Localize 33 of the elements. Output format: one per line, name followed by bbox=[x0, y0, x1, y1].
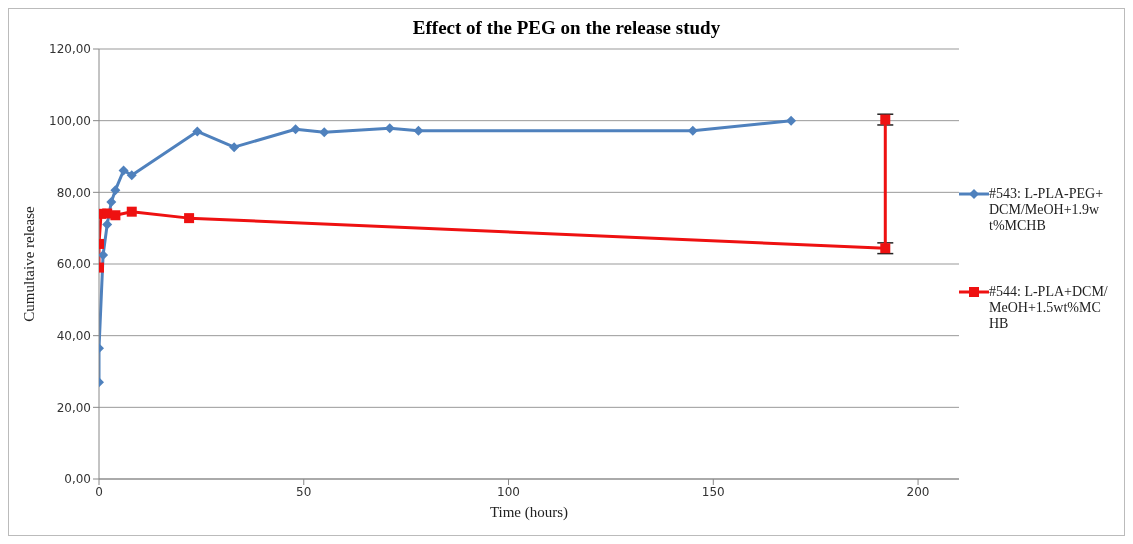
x-tick-label: 0 bbox=[95, 484, 103, 499]
point bbox=[192, 126, 203, 137]
y-tick-label: 0,00 bbox=[64, 472, 91, 487]
y-tick-label: 120,00 bbox=[49, 42, 91, 57]
x-tick-label: 100 bbox=[497, 484, 520, 499]
x-tick-label: 50 bbox=[296, 484, 312, 499]
point bbox=[126, 170, 137, 181]
y-tick-label: 60,00 bbox=[56, 257, 91, 272]
point bbox=[184, 213, 195, 224]
y-tick-label: 100,00 bbox=[49, 113, 91, 128]
point bbox=[106, 197, 117, 208]
point bbox=[880, 114, 891, 125]
x-tick-label: 200 bbox=[906, 484, 930, 499]
y-tick-label: 20,00 bbox=[56, 400, 91, 415]
legend-label: #544: L-PLA+DCM/MeOH+1.5wt%MCHB bbox=[989, 284, 1109, 332]
x-axis-title: Time (hours) bbox=[489, 504, 569, 521]
point bbox=[319, 127, 330, 138]
point bbox=[229, 142, 240, 153]
y-axis-title: Cumultaive release bbox=[21, 205, 38, 322]
x-tick-label: 150 bbox=[701, 484, 725, 499]
point bbox=[786, 115, 797, 126]
y-tick-label: 40,00 bbox=[56, 328, 91, 343]
chart-title: Effect of the PEG on the release study bbox=[411, 16, 722, 39]
point bbox=[413, 125, 424, 136]
point bbox=[118, 165, 129, 176]
point bbox=[110, 185, 121, 196]
y-tick-label: 80,00 bbox=[56, 185, 91, 200]
point bbox=[880, 243, 891, 254]
point bbox=[110, 210, 121, 221]
point bbox=[126, 206, 137, 217]
point bbox=[290, 124, 301, 135]
legend-label: #543: L-PLA-PEG+DCM/MeOH+1.9wt%MCHB bbox=[989, 186, 1105, 234]
point bbox=[102, 219, 113, 230]
